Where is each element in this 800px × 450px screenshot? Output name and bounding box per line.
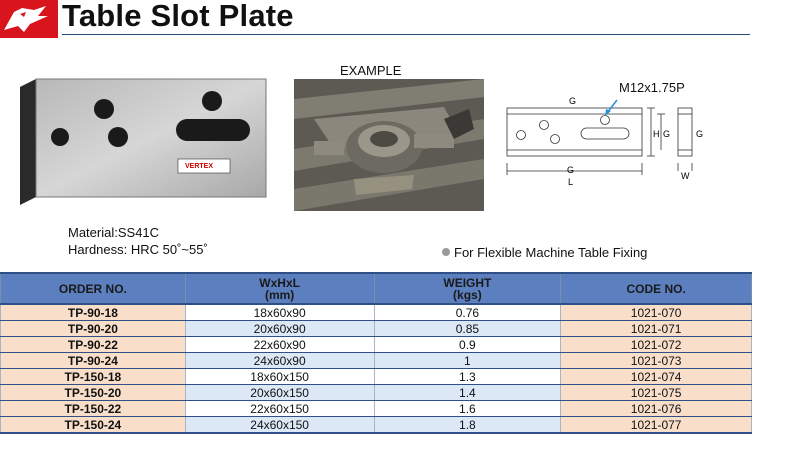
dimensions-cell: 18x60x90 [184,304,375,321]
order-no-cell: TP-150-20 [0,384,186,401]
order-no-cell: TP-90-20 [0,320,186,337]
code-no-cell: 1021-071 [560,320,752,337]
material-text: Material:SS41C [68,225,160,240]
code-no-cell: 1021-072 [560,336,752,353]
dim-g-top: G [569,96,576,106]
brand-plate-text: VERTEX [185,163,213,170]
col-header-dimensions: WxHxL (mm) [184,272,375,305]
weight-cell: 1.4 [373,384,562,401]
col-header-order-no: ORDER NO. [0,272,186,305]
weight-cell: 1 [373,352,562,369]
feature-note: For Flexible Machine Table Fixing [442,245,647,260]
dim-g-bottom: G [567,165,574,175]
weight-cell: 1.3 [373,368,562,385]
title-divider [62,34,750,35]
example-photo [294,79,484,211]
code-no-cell: 1021-076 [560,400,752,417]
dimensions-cell: 22x60x90 [184,336,375,353]
table-header-row: ORDER NO. WxHxL (mm) WEIGHT (kgs) CODE NO. [0,272,752,305]
col-header-weight: WEIGHT (kgs) [373,272,562,305]
col-header-code-no: CODE NO. [560,272,752,305]
table-row: TP-90-18 18x60x90 0.76 1021-070 [0,304,752,321]
page-title: Table Slot Plate [62,0,294,33]
bullet-icon [442,248,450,256]
dim-g-end: G [696,129,703,139]
dimensions-cell: 24x60x150 [184,416,375,434]
dim-l: L [568,177,573,187]
weight-cell: 0.85 [373,320,562,337]
table-row: TP-90-22 22x60x90 0.9 1021-072 [0,336,752,353]
technical-drawing: G G L H G G W [506,96,703,187]
weight-cell: 0.76 [373,304,562,321]
code-no-cell: 1021-074 [560,368,752,385]
weight-cell: 1.6 [373,400,562,417]
table-row: TP-150-18 18x60x150 1.3 1021-074 [0,368,752,385]
weight-cell: 1.8 [373,416,562,434]
hardness-text: Hardness: HRC 50˚~55˚ [68,242,208,257]
order-no-cell: TP-150-18 [0,368,186,385]
dimensions-cell: 20x60x150 [184,384,375,401]
dimensions-cell: 18x60x150 [184,368,375,385]
order-no-cell: TP-90-22 [0,336,186,353]
order-no-cell: TP-150-24 [0,416,186,434]
dimensions-cell: 24x60x90 [184,352,375,369]
dim-g-side: G [663,129,670,139]
table-row: TP-150-20 20x60x150 1.4 1021-075 [0,384,752,401]
table-row: TP-90-20 20x60x90 0.85 1021-071 [0,320,752,337]
table-row: TP-150-22 22x60x150 1.6 1021-076 [0,400,752,417]
product-photo: VERTEX [20,78,267,205]
table-row: TP-150-24 24x60x150 1.8 1021-077 [0,416,752,434]
thread-spec-label: M12x1.75P [619,80,685,95]
dimensions-cell: 22x60x150 [184,400,375,417]
order-no-cell: TP-90-18 [0,304,186,321]
code-no-cell: 1021-070 [560,304,752,321]
feature-text: For Flexible Machine Table Fixing [454,245,648,260]
specs-block: Material:SS41C Hardness: HRC 50˚~55˚ [68,224,208,258]
spec-table: ORDER NO. WxHxL (mm) WEIGHT (kgs) CODE NO.… [0,272,752,434]
order-no-cell: TP-150-22 [0,400,186,417]
dim-w: W [681,171,690,181]
order-no-cell: TP-90-24 [0,352,186,369]
example-label: EXAMPLE [340,63,402,78]
brand-logo-icon [0,0,58,38]
code-no-cell: 1021-075 [560,384,752,401]
code-no-cell: 1021-077 [560,416,752,434]
dim-h: H [653,129,660,139]
weight-cell: 0.9 [373,336,562,353]
table-row: TP-90-24 24x60x90 1 1021-073 [0,352,752,369]
code-no-cell: 1021-073 [560,352,752,369]
dimensions-cell: 20x60x90 [184,320,375,337]
